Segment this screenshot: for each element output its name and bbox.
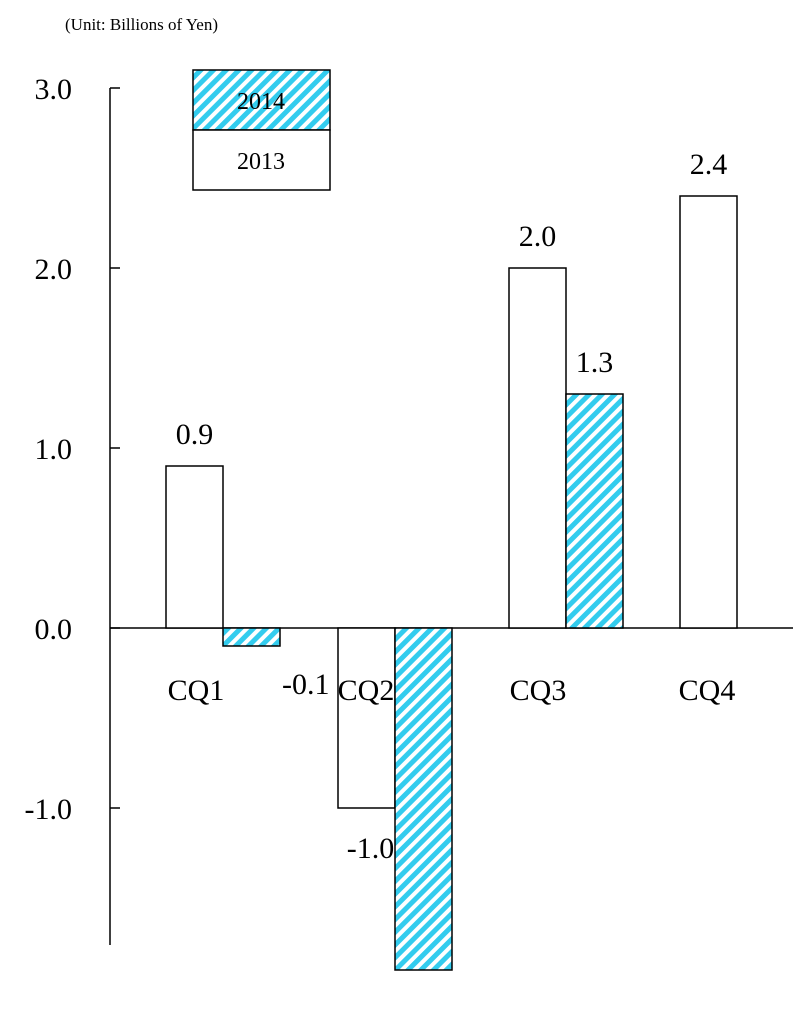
bar-group [165,195,738,971]
y-tick-group: 3.0 2.0 1.0 0.0 -1.0 [25,73,120,826]
bar-2014-CQ1 [222,627,281,647]
data-label: 2.4 [690,148,728,181]
legend: 2014 2013 [192,69,331,191]
legend-label-2014: 2014 [237,89,285,115]
data-label-group: 0.9 -1.0 2.0 2.4 -0.1 -1.9 1.3 [176,148,728,1021]
category-label-CQ2: CQ2 [338,674,395,707]
y-tick-label: -1.0 [25,793,73,826]
bar-2013-CQ4 [679,195,738,629]
unit-label: (Unit: Billions of Yen) [65,15,218,34]
data-label: -0.1 [282,668,330,701]
data-label: 2.0 [519,220,557,253]
bar-2014-CQ3 [565,393,624,629]
data-label: 1.3 [576,346,614,379]
category-label-group: CQ1 CQ2 CQ3 CQ4 [168,674,736,707]
y-tick-label: 3.0 [35,73,73,106]
bar-2014-CQ2 [394,627,453,971]
legend-swatch-2013 [192,129,331,191]
y-tick-label: 0.0 [35,613,73,646]
data-label: 0.9 [176,418,214,451]
legend-swatch-2014 [192,69,331,131]
data-label: -1.9 [400,1016,448,1021]
bar-2013-CQ3 [508,267,567,629]
data-label: -1.0 [347,832,395,865]
bar-2013-CQ1 [165,465,224,629]
category-label-CQ4: CQ4 [679,674,736,707]
category-label-CQ3: CQ3 [510,674,567,707]
category-label-CQ1: CQ1 [168,674,225,707]
bar-2013-CQ2 [337,627,396,809]
legend-label-2013: 2013 [237,149,285,175]
y-tick-label: 2.0 [35,253,73,286]
y-tick-label: 1.0 [35,433,73,466]
